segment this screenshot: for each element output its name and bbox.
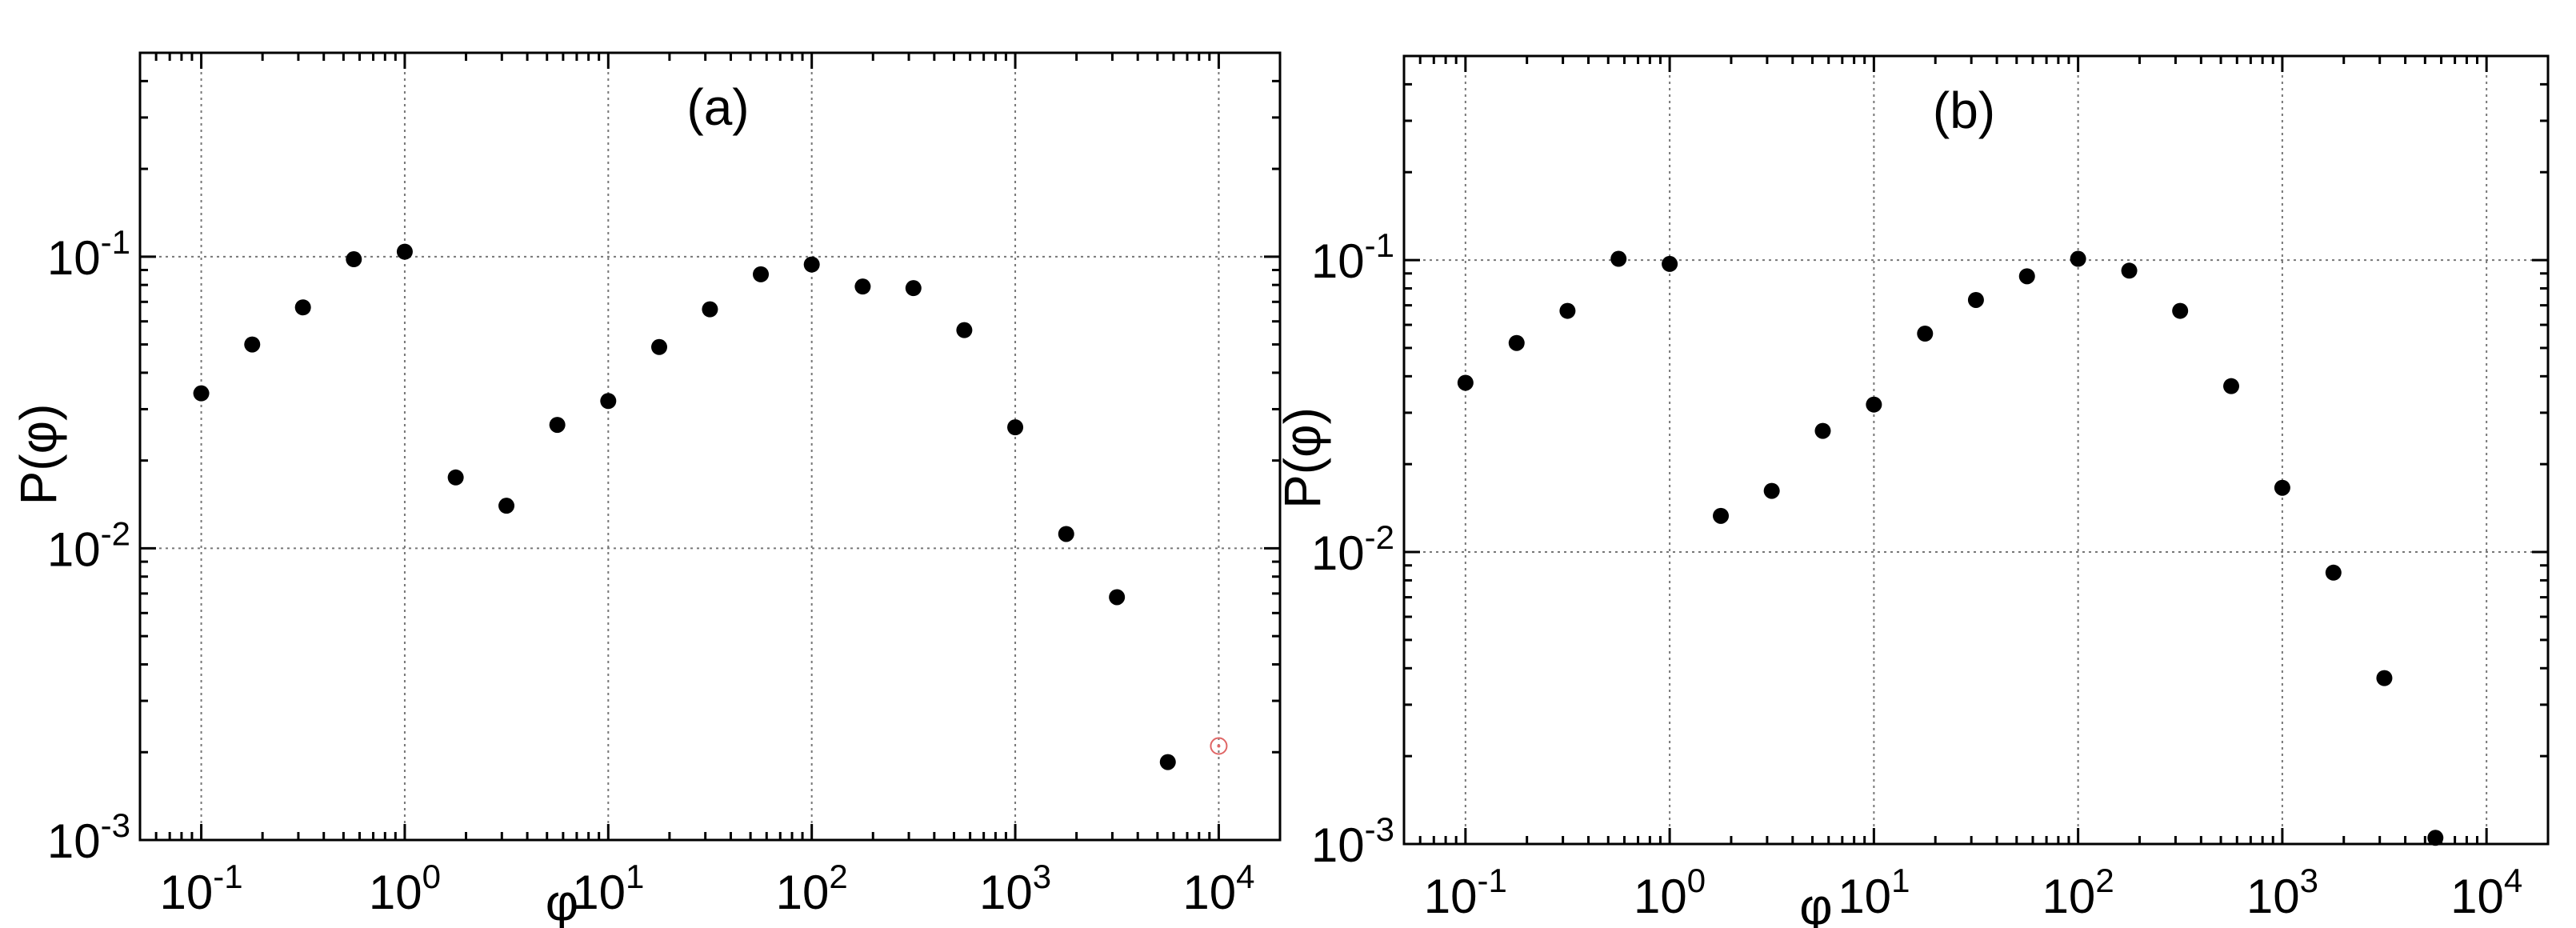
panel-a-series-0-point-19 — [1159, 754, 1176, 770]
panel-b-ylabel: P(φ) — [1274, 407, 1331, 509]
panel-a-frame — [138, 51, 1282, 842]
panel-a-series-0-point-4 — [396, 243, 413, 260]
panel-b-series-0-point-3 — [1610, 250, 1627, 267]
panel-b-ytick-label-0: 10-3 — [1311, 810, 1394, 872]
panel-b-ytick-label-2: 10-1 — [1311, 226, 1394, 288]
panel-b-series-0-point-12 — [2070, 250, 2086, 267]
panel-a-series-0-point-0 — [193, 385, 210, 402]
panel-a-series-0-point-9 — [651, 338, 668, 355]
panel-b-series-0-point-16 — [2274, 479, 2290, 496]
panel-b-series-0-point-2 — [1559, 302, 1576, 319]
panel-a-series-0-point-15 — [956, 322, 973, 338]
panel-b-series-0-point-0 — [1457, 374, 1474, 391]
panel-b-series-0-point-17 — [2325, 564, 2342, 581]
panel-b-xtick-label-2: 101 — [1838, 862, 1910, 923]
panel-b-series-0-point-4 — [1662, 255, 1678, 272]
panel-a-xtick-label-2: 101 — [572, 858, 644, 919]
panel-b-xtick-label-3: 102 — [2042, 862, 2114, 923]
panel-a-series-0-point-13 — [854, 278, 871, 295]
panel-b-series-0-point-8 — [1866, 396, 1882, 413]
panel-a-xtick-label-4: 103 — [979, 858, 1051, 919]
panel-b-frame — [1402, 54, 2550, 846]
panel-a-series-0-point-14 — [905, 280, 922, 297]
panel-a-series-0-point-7 — [549, 417, 566, 434]
panel-a-series-0-point-17 — [1058, 526, 1074, 542]
panel-b-series-0-point-1 — [1508, 334, 1525, 351]
panel-a-series-0-point-5 — [447, 469, 464, 486]
panel-b-series-0-point-14 — [2172, 302, 2189, 319]
panel-b-series-0-point-15 — [2223, 378, 2240, 394]
panel-b-series-0-point-19 — [2427, 830, 2444, 846]
panel-a-series-0-point-10 — [702, 301, 718, 318]
panel-b-xtick-label-4: 103 — [2246, 862, 2318, 923]
panel-a-xtick-label-3: 102 — [776, 858, 848, 919]
panel-b-xtick-label-5: 104 — [2450, 862, 2522, 923]
panel-a-series-0-point-1 — [244, 336, 261, 353]
panel-a-xtick-label-5: 104 — [1182, 858, 1254, 919]
panel-a-xtick-label-0: 10-1 — [160, 858, 243, 919]
panel-a-series-0-point-2 — [294, 299, 311, 316]
panel-b-xlabel: φ — [1799, 878, 1833, 928]
panel-b-title: (b) — [1933, 82, 1995, 139]
panel-a-series-0-point-11 — [753, 266, 770, 282]
panel-a-series-0-point-18 — [1109, 589, 1126, 606]
panel-a-series-1-point-center-0 — [1217, 744, 1221, 748]
panel-a-series-1-point-0 — [1210, 737, 1228, 755]
panel-b-series-0-point-13 — [2121, 262, 2138, 279]
panel-a-xlabel: φ — [546, 874, 579, 928]
panel-b-series-0-point-11 — [2018, 268, 2035, 285]
panel-b-xtick-label-1: 100 — [1634, 862, 1706, 923]
panel-b-series-0-point-6 — [1763, 482, 1780, 499]
panel-b-ytick-label-1: 10-2 — [1311, 518, 1394, 580]
panel-b-series-0-point-18 — [2376, 670, 2393, 686]
panel-a-series-0-point-12 — [803, 256, 820, 273]
panel-a-series-0-point-16 — [1007, 419, 1024, 436]
panel-a-ytick-label-1: 10-2 — [47, 514, 130, 576]
panel-a-series-0-point-8 — [600, 393, 617, 410]
panel-b-series-0-point-9 — [1917, 325, 1934, 342]
panel-a-ytick-label-2: 10-1 — [47, 223, 130, 285]
panel-a-series-0-point-3 — [346, 251, 362, 268]
panel-b-series-0-point-10 — [1967, 291, 1984, 308]
panel-b-xtick-label-0: 10-1 — [1424, 862, 1507, 923]
panel-a-ylabel: P(φ) — [10, 404, 67, 506]
panel-b-series-0-point-7 — [1814, 422, 1831, 439]
panel-a-xtick-label-1: 100 — [369, 858, 441, 919]
panel-a: 10-1 100 101 102 103 104 10-3 10-2 10-1 φ P(φ) (a) — [10, 51, 1282, 928]
panel-b-series-0-point-5 — [1713, 507, 1730, 524]
panel-a-title: (a) — [686, 78, 749, 136]
panel-a-ytick-label-0: 10-3 — [47, 806, 130, 868]
panel-b: 10-1 100 101 102 103 104 10-3 10-2 10-1 φ P(φ) (b) — [1274, 54, 2550, 928]
panel-a-series-0-point-6 — [498, 498, 515, 514]
